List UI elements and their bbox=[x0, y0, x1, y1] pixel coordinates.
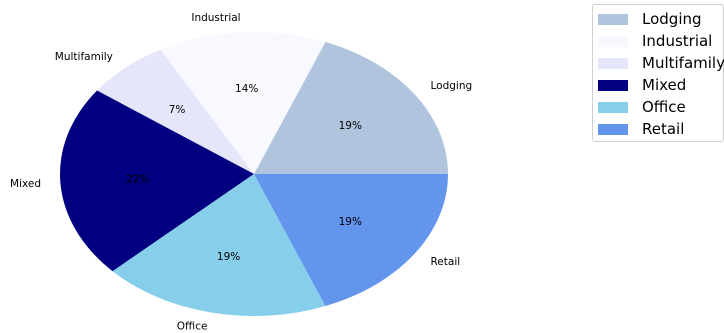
legend-swatch bbox=[598, 123, 628, 135]
pct-label-office: 19% bbox=[217, 251, 240, 263]
pct-label-multifamily: 7% bbox=[169, 104, 186, 116]
pie-slice-multifamily bbox=[97, 49, 254, 174]
category-label-multifamily: Multifamily bbox=[55, 51, 113, 63]
legend-item-industrial: Industrial bbox=[598, 30, 723, 52]
legend-item-lodging: Lodging bbox=[598, 8, 723, 30]
legend-label: Office bbox=[642, 98, 686, 116]
legend-item-multifamily: Multifamily bbox=[598, 52, 724, 74]
category-label-mixed: Mixed bbox=[10, 178, 41, 190]
legend-item-mixed: Mixed bbox=[598, 74, 723, 96]
pct-label-industrial: 14% bbox=[235, 83, 258, 95]
legend-label: Industrial bbox=[642, 32, 713, 50]
legend-label: Multifamily bbox=[642, 54, 724, 72]
legend-swatch bbox=[598, 57, 628, 69]
category-label-lodging: Lodging bbox=[430, 80, 472, 92]
pie-slice-mixed bbox=[59, 90, 255, 272]
legend-label: Retail bbox=[642, 120, 685, 138]
legend-item-office: Office bbox=[598, 96, 723, 118]
pct-label-lodging: 19% bbox=[339, 120, 362, 132]
legend-swatch bbox=[598, 101, 628, 113]
legend-label: Mixed bbox=[642, 76, 687, 94]
pct-label-retail: 19% bbox=[339, 216, 362, 228]
pie-slice-retail bbox=[254, 174, 448, 307]
pie-slice-industrial bbox=[160, 32, 326, 175]
pie-slice-office bbox=[112, 174, 326, 316]
legend-swatch bbox=[598, 13, 628, 25]
category-label-office: Office bbox=[177, 320, 208, 332]
legend-item-retail: Retail bbox=[598, 118, 723, 140]
legend: Lodging Industrial Multifamily Mixed Off… bbox=[592, 4, 724, 142]
pie-slice-lodging bbox=[254, 41, 448, 174]
category-label-retail: Retail bbox=[430, 256, 460, 268]
category-label-industrial: Industrial bbox=[191, 12, 240, 24]
legend-swatch bbox=[598, 35, 628, 47]
legend-label: Lodging bbox=[642, 10, 702, 28]
pct-label-mixed: 22% bbox=[126, 173, 149, 185]
legend-swatch bbox=[598, 79, 628, 91]
